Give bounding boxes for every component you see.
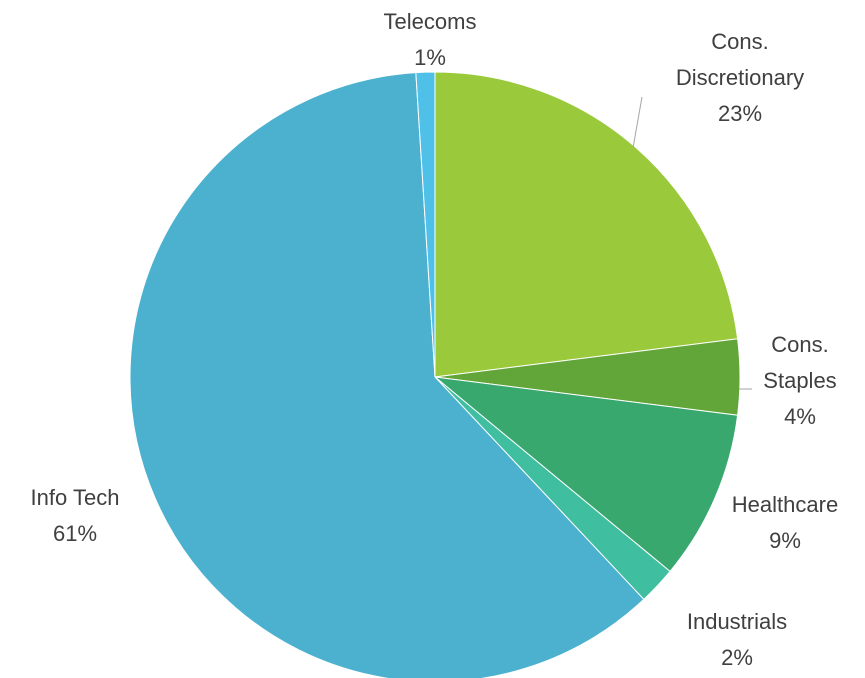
- slice-label: Industrials 2%: [667, 604, 807, 676]
- slice-name: Telecoms: [383, 9, 477, 34]
- slice-label: Info Tech 61%: [5, 480, 145, 552]
- pie-slice: [434, 71, 739, 378]
- slice-value: 61%: [52, 521, 98, 546]
- slice-value: 9%: [769, 528, 801, 553]
- pie-slice: [129, 72, 645, 678]
- slice-label: Cons. Staples 4%: [750, 327, 850, 435]
- slice-label: Cons. Discretionary 23%: [660, 24, 820, 132]
- slice-name: Cons. Discretionary: [675, 29, 805, 90]
- slice-label: Healthcare 9%: [715, 487, 855, 559]
- slice-label: Telecoms 1%: [360, 4, 500, 76]
- slice-value: 4%: [784, 404, 816, 429]
- pie: [129, 71, 741, 678]
- slice-name: Healthcare: [731, 492, 839, 517]
- leader-line: [632, 96, 643, 149]
- slice-name: Industrials: [686, 609, 788, 634]
- slice-value: 1%: [414, 45, 446, 70]
- slice-name: Info Tech: [30, 485, 120, 510]
- pie-slice: [415, 71, 436, 378]
- slice-value: 23%: [717, 101, 763, 126]
- pie-slice: [433, 376, 739, 573]
- slice-value: 2%: [721, 645, 753, 670]
- slice-name: Cons. Staples: [763, 332, 837, 393]
